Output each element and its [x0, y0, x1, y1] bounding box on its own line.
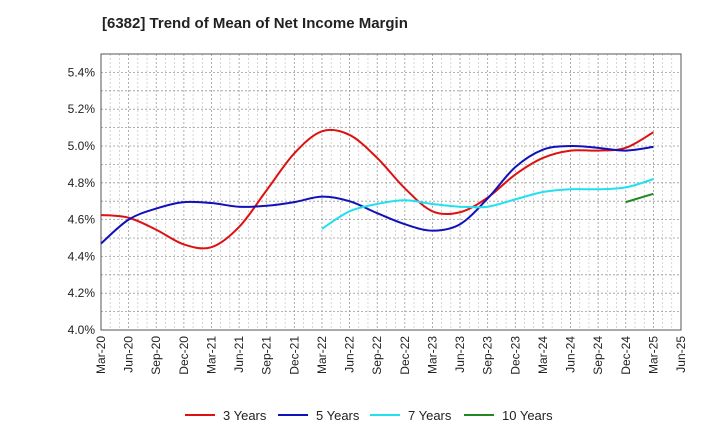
x-tick-label: Jun-23 — [453, 336, 467, 373]
series-line-7-years — [321, 178, 654, 230]
x-tick-label: Sep-20 — [149, 336, 163, 375]
legend-label-10-years: 10 Years — [502, 408, 553, 423]
y-tick-label: 4.6% — [68, 213, 96, 227]
y-tick-label: 4.4% — [68, 249, 96, 263]
y-tick-label: 4.8% — [68, 176, 96, 190]
plot-area-frame — [100, 53, 682, 331]
x-tick-label: Mar-23 — [425, 336, 439, 374]
y-tick-label: 4.2% — [68, 286, 96, 300]
y-tick-label: 5.0% — [68, 139, 96, 153]
x-tick-label: Jun-25 — [674, 336, 688, 373]
x-tick-label: Mar-25 — [646, 336, 660, 374]
x-tick-label: Dec-24 — [619, 336, 633, 375]
x-tick-label: Dec-22 — [398, 336, 412, 375]
series-line-3-years — [100, 128, 654, 250]
x-tick-label: Sep-21 — [260, 336, 274, 375]
x-tick-label: Mar-21 — [204, 336, 218, 374]
x-tick-label: Dec-23 — [508, 336, 522, 375]
x-tick-label: Sep-23 — [481, 336, 495, 375]
legend-label-5-years: 5 Years — [316, 408, 360, 423]
x-tick-label: Mar-20 — [94, 336, 108, 374]
x-tick-label: Mar-24 — [536, 336, 550, 374]
x-tick-label: Mar-22 — [315, 336, 329, 374]
series-lines — [100, 128, 654, 250]
x-tick-label: Sep-24 — [591, 336, 605, 375]
legend-label-7-years: 7 Years — [408, 408, 452, 423]
y-tick-label: 5.4% — [68, 65, 96, 79]
legend: 3 Years 5 Years 7 Years 10 Years — [185, 408, 553, 423]
series-line-10-years — [625, 192, 654, 204]
series-line-5-years — [100, 144, 654, 245]
legend-label-3-years: 3 Years — [223, 408, 267, 423]
y-axis: 4.0% 4.2% 4.4% 4.6% 4.8% 5.0% 5.2% 5.4% — [68, 65, 96, 337]
grid — [100, 53, 682, 331]
x-axis: Mar-20 Jun-20 Sep-20 Dec-20 Mar-21 Jun-21 Sep-… — [94, 336, 688, 375]
y-tick-label: 5.2% — [68, 102, 96, 116]
x-tick-label: Jun-21 — [232, 336, 246, 373]
x-tick-label: Dec-20 — [177, 336, 191, 375]
y-tick-label: 4.0% — [68, 323, 96, 337]
x-tick-label: Jun-24 — [564, 336, 578, 373]
chart-title: [6382] Trend of Mean of Net Income Margi… — [102, 15, 408, 32]
x-tick-label: Jun-22 — [343, 336, 357, 373]
x-tick-label: Sep-22 — [370, 336, 384, 375]
x-tick-label: Jun-20 — [122, 336, 136, 373]
x-tick-label: Dec-21 — [287, 336, 301, 375]
